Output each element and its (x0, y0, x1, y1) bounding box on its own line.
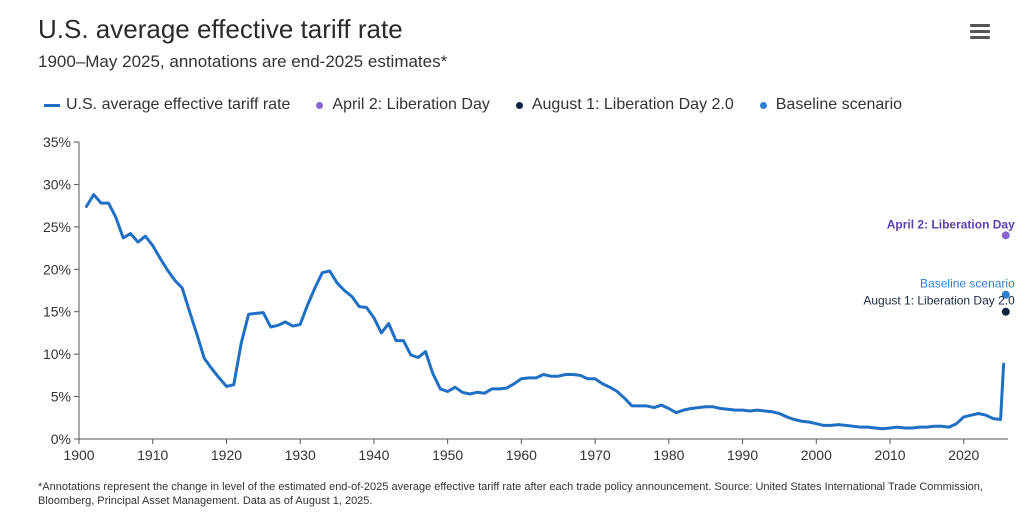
legend-dot-swatch (515, 101, 523, 109)
legend-label: August 1: Liberation Day 2.0 (531, 96, 734, 113)
y-tick-label: 30% (43, 176, 71, 192)
y-tick-label: 20% (43, 261, 71, 277)
x-tick-label: 1920 (211, 447, 242, 463)
legend-item-baseline[interactable]: Baseline scenario (756, 96, 902, 114)
x-tick-label: 1990 (727, 447, 758, 463)
legend-label: April 2: Liberation Day (332, 96, 490, 113)
x-tick-label: 1910 (137, 447, 168, 463)
x-tick-label: 1940 (358, 447, 389, 463)
legend-label: Baseline scenario (775, 96, 903, 113)
annotation-point (1001, 290, 1010, 299)
chart-subtitle: 1900–May 2025, annotations are end-2025 … (38, 52, 448, 71)
annotation-point (1001, 231, 1010, 240)
x-tick-label: 1970 (580, 447, 611, 463)
x-tick-label: 1960 (506, 447, 537, 463)
x-tick-label: 2010 (874, 447, 905, 463)
legend-label: U.S. average effective tariff rate (66, 96, 291, 113)
x-tick-label: 1950 (432, 447, 463, 463)
y-tick-label: 15% (43, 304, 71, 320)
chart-footnote: *Annotations represent the change in lev… (38, 481, 983, 507)
x-tick-label: 1980 (653, 447, 684, 463)
legend-item-liberation-day-2[interactable]: August 1: Liberation Day 2.0 (512, 96, 734, 114)
legend-item-tariff-rate[interactable]: U.S. average effective tariff rate (44, 96, 290, 114)
chart-title: U.S. average effective tariff rate (38, 14, 403, 44)
menu-bar (970, 30, 990, 33)
y-tick-label: 10% (43, 346, 71, 362)
menu-bar (970, 36, 990, 39)
annotation-label: August 1: Liberation Day 2.0 (863, 294, 1015, 308)
annotation-label: April 2: Liberation Day (887, 217, 1015, 231)
y-tick-label: 0% (51, 431, 71, 447)
x-tick-label: 2020 (948, 447, 979, 463)
x-tick-label: 2000 (801, 447, 832, 463)
annotation-label: Baseline scenario (920, 277, 1015, 291)
x-tick-label: 1900 (63, 447, 94, 463)
y-tick-label: 5% (51, 389, 71, 405)
y-tick-label: 25% (43, 219, 71, 235)
legend-dot-swatch (759, 101, 767, 109)
y-tick-label: 35% (43, 134, 71, 150)
annotation-point (1001, 307, 1010, 316)
legend-dot-swatch (316, 101, 324, 109)
hamburger-menu-icon[interactable] (970, 24, 990, 40)
legend-item-liberation-day[interactable]: April 2: Liberation Day (312, 96, 490, 114)
x-tick-label: 1930 (285, 447, 316, 463)
chart-legend: U.S. average effective tariff rate April… (44, 96, 924, 114)
legend-line-swatch (44, 103, 60, 107)
tariff-line-chart: 0% 5% 10% 15% 20% 25% 30% 35% 1900 1910 1920 1930 19… (43, 134, 1015, 463)
menu-bar (970, 24, 990, 27)
series-line (84, 193, 1006, 431)
